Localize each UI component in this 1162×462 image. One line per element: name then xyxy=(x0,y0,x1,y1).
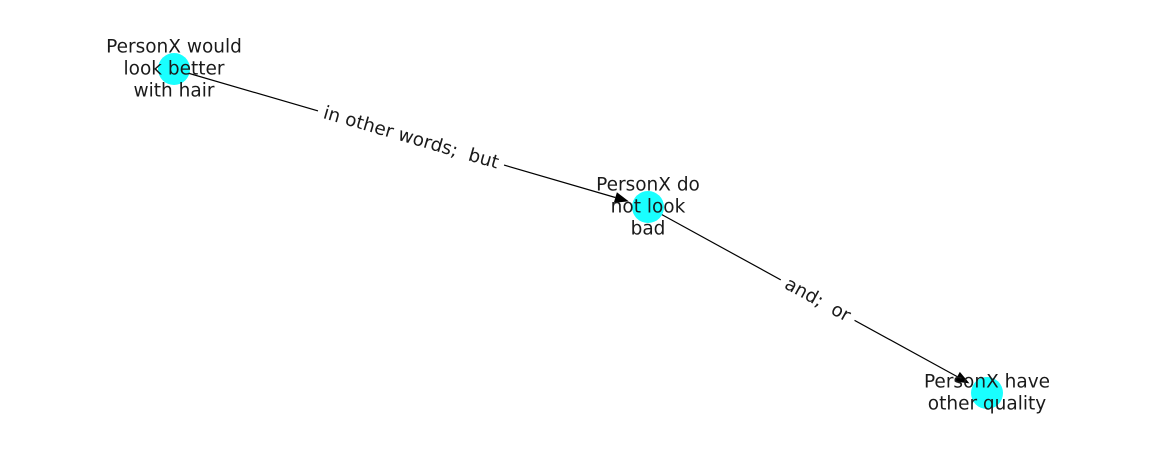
nodes-layer xyxy=(158,53,1003,409)
arrow-head xyxy=(613,192,629,203)
node-n2 xyxy=(632,191,664,223)
node-n3 xyxy=(971,377,1003,409)
edge-n2-n3: and; or xyxy=(647,206,970,384)
edge-label: in other words; but xyxy=(321,103,501,174)
edge-label-background xyxy=(314,98,508,178)
arrow-head xyxy=(954,371,970,384)
edge-n1-n2: in other words; but xyxy=(173,68,629,203)
edge-label-group: and; or xyxy=(774,268,861,332)
node-label-n1-line-1: look better xyxy=(124,59,225,80)
edge-label-background xyxy=(774,268,861,332)
node-label-n1-line-2: with hair xyxy=(134,81,215,102)
node-label-n2-line-2: bad xyxy=(631,219,666,240)
node-n1 xyxy=(158,53,190,85)
node-label-n3-line-0: PersonX have xyxy=(924,372,1050,393)
node-label-n2-line-1: not look xyxy=(611,197,686,218)
edges-layer: in other words; but and; or xyxy=(173,68,970,384)
node-label-n3-line-1: other quality xyxy=(928,394,1047,415)
node-label-n2-line-0: PersonX do xyxy=(596,175,700,196)
edge-label-group: in other words; but xyxy=(314,98,508,178)
node-label-n1-line-0: PersonX would xyxy=(106,37,242,58)
